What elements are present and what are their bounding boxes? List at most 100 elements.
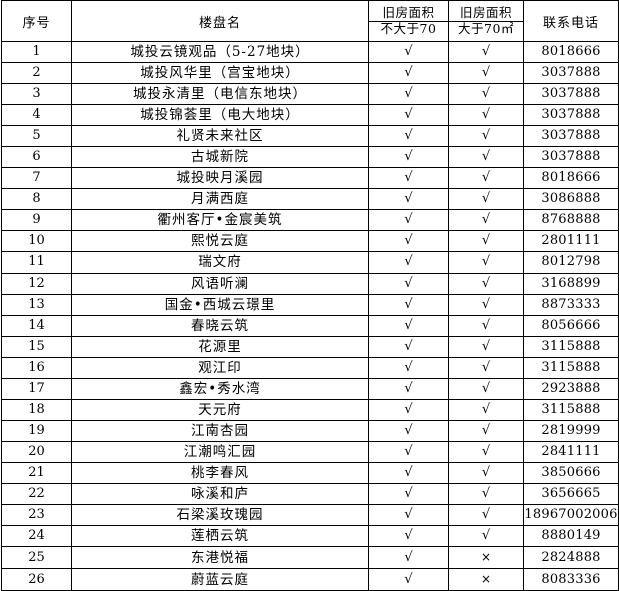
check-icon: √	[481, 296, 491, 312]
table-row: 5 礼贤未来社区 √ √ 3037888	[1, 125, 619, 148]
cell-index: 11	[1, 251, 72, 274]
cell-area-le-70-mark: √	[368, 356, 449, 379]
check-icon: √	[404, 149, 413, 165]
check-icon: √	[404, 443, 413, 459]
check-icon: √	[404, 338, 413, 354]
check-icon: √	[404, 380, 413, 396]
check-icon: √	[481, 338, 491, 354]
cell-phone: 8056666	[523, 314, 619, 337]
cell-area-gt-70-mark: √	[448, 335, 524, 358]
check-icon: √	[481, 107, 491, 123]
check-icon: √	[404, 233, 413, 249]
check-icon: √	[404, 191, 413, 207]
cell-phone: 2923888	[523, 377, 619, 400]
cell-project-name: 桃李春风	[71, 461, 369, 484]
table-row: 15 花源里 √ √ 3115888	[1, 335, 619, 358]
column-header-area-le-70-line1: 旧房面积	[369, 6, 448, 22]
check-icon: √	[404, 359, 413, 375]
cell-index: 12	[1, 272, 72, 295]
cell-area-gt-70-mark: √	[448, 314, 524, 337]
check-icon: √	[404, 507, 413, 523]
check-icon: √	[404, 128, 413, 144]
cell-area-le-70-mark: √	[368, 83, 449, 106]
cell-index: 1	[1, 40, 72, 64]
cell-area-le-70-mark: √	[368, 167, 449, 190]
cell-phone: 2801111	[523, 230, 619, 253]
column-header-area-gt-70-line2: 大于70㎡	[458, 20, 514, 36]
cell-phone: 2824888	[523, 546, 619, 570]
cell-area-le-70-mark: √	[368, 40, 449, 64]
cell-project-name: 风语听澜	[71, 272, 369, 295]
table-row: 11 瑞文府 √ √ 8012798	[1, 251, 619, 274]
cell-project-name: 瑞文府	[71, 251, 369, 274]
cell-area-gt-70-mark: √	[448, 525, 524, 548]
cell-area-le-70-mark: √	[368, 62, 449, 85]
cell-phone: 8018666	[523, 167, 619, 190]
cell-area-gt-70-mark: √	[448, 83, 524, 106]
cell-phone: 3656665	[523, 482, 619, 506]
cell-area-le-70-mark: √	[368, 146, 449, 169]
table-row: 25 东港悦福 √ × 2824888	[1, 546, 619, 570]
header-row: 序号 楼盘名 旧房面积 不大于70 旧房面积 大于70㎡ 联系电话	[1, 0, 619, 42]
cell-area-le-70-mark: √	[368, 419, 449, 442]
check-icon: √	[481, 443, 491, 459]
table-row: 17 鑫宏•秀水湾 √ √ 2923888	[1, 377, 619, 400]
table-row: 2 城投风华里（宫宝地块） √ √ 3037888	[1, 62, 619, 85]
cell-phone: 8873333	[523, 293, 619, 316]
cell-project-name: 咏溪和庐	[71, 482, 369, 506]
cell-area-gt-70-mark: √	[448, 377, 524, 400]
cell-project-name: 城投锦荟里（电大地块）	[71, 104, 369, 127]
table-row: 26 蔚蓝云庭 √ × 8083336	[1, 568, 619, 591]
cell-project-name: 石梁溪玫瑰园	[71, 504, 369, 527]
check-icon: √	[404, 422, 413, 438]
cell-area-gt-70-mark: √	[448, 356, 524, 379]
cell-phone: 3037888	[523, 83, 619, 106]
cell-index: 14	[1, 314, 72, 337]
cell-area-gt-70-mark: √	[448, 482, 524, 506]
table-row: 10 熙悦云庭 √ √ 2801111	[1, 230, 619, 253]
table-row: 12 风语听澜 √ √ 3168899	[1, 272, 619, 295]
check-icon: √	[404, 212, 413, 228]
check-icon: √	[404, 254, 413, 270]
cell-area-gt-70-mark: √	[448, 209, 524, 232]
check-icon: √	[404, 317, 413, 333]
cell-area-gt-70-mark: √	[448, 125, 524, 148]
cell-area-le-70-mark: √	[368, 398, 449, 421]
table-row: 9 衢州客厅•金宸美筑 √ √ 8768888	[1, 209, 619, 232]
table-row: 21 桃李春风 √ √ 3850666	[1, 461, 619, 484]
cell-phone: 18967002006	[523, 504, 619, 527]
check-icon: √	[404, 107, 413, 123]
cell-phone: 3115888	[523, 335, 619, 358]
cell-phone: 3037888	[523, 104, 619, 127]
table-header: 序号 楼盘名 旧房面积 不大于70 旧房面积 大于70㎡ 联系电话	[1, 0, 619, 42]
cell-area-gt-70-mark: √	[448, 293, 524, 316]
cell-area-gt-70-mark: √	[448, 504, 524, 527]
cross-icon: ×	[480, 550, 492, 565]
check-icon: √	[481, 507, 491, 523]
cell-project-name: 春晓云筑	[71, 314, 369, 337]
cell-area-le-70-mark: √	[368, 272, 449, 295]
cell-index: 20	[1, 440, 72, 463]
cell-phone: 2841111	[523, 440, 619, 463]
column-header-area-gt-70: 旧房面积 大于70㎡	[448, 0, 524, 42]
cell-index: 17	[1, 377, 72, 400]
cell-area-gt-70-mark: √	[448, 167, 524, 190]
check-icon: √	[404, 464, 413, 480]
table-row: 4 城投锦荟里（电大地块） √ √ 3037888	[1, 104, 619, 127]
cell-area-gt-70-mark: √	[448, 40, 524, 64]
cell-project-name: 莲栖云筑	[71, 525, 369, 548]
cell-area-gt-70-mark: √	[448, 440, 524, 463]
cell-index: 5	[1, 125, 72, 148]
cell-index: 6	[1, 146, 72, 169]
column-header-area-le-70: 旧房面积 不大于70	[368, 0, 449, 42]
cell-area-le-70-mark: √	[368, 546, 449, 570]
cell-area-gt-70-mark: √	[448, 62, 524, 85]
cross-icon: ×	[480, 572, 492, 587]
check-icon: √	[481, 528, 491, 544]
check-icon: √	[404, 44, 413, 59]
cell-project-name: 蔚蓝云庭	[71, 568, 369, 591]
cell-project-name: 江南杏园	[71, 419, 369, 442]
cell-area-le-70-mark: √	[368, 125, 449, 148]
cell-phone: 3037888	[523, 146, 619, 169]
check-icon: √	[481, 170, 491, 186]
